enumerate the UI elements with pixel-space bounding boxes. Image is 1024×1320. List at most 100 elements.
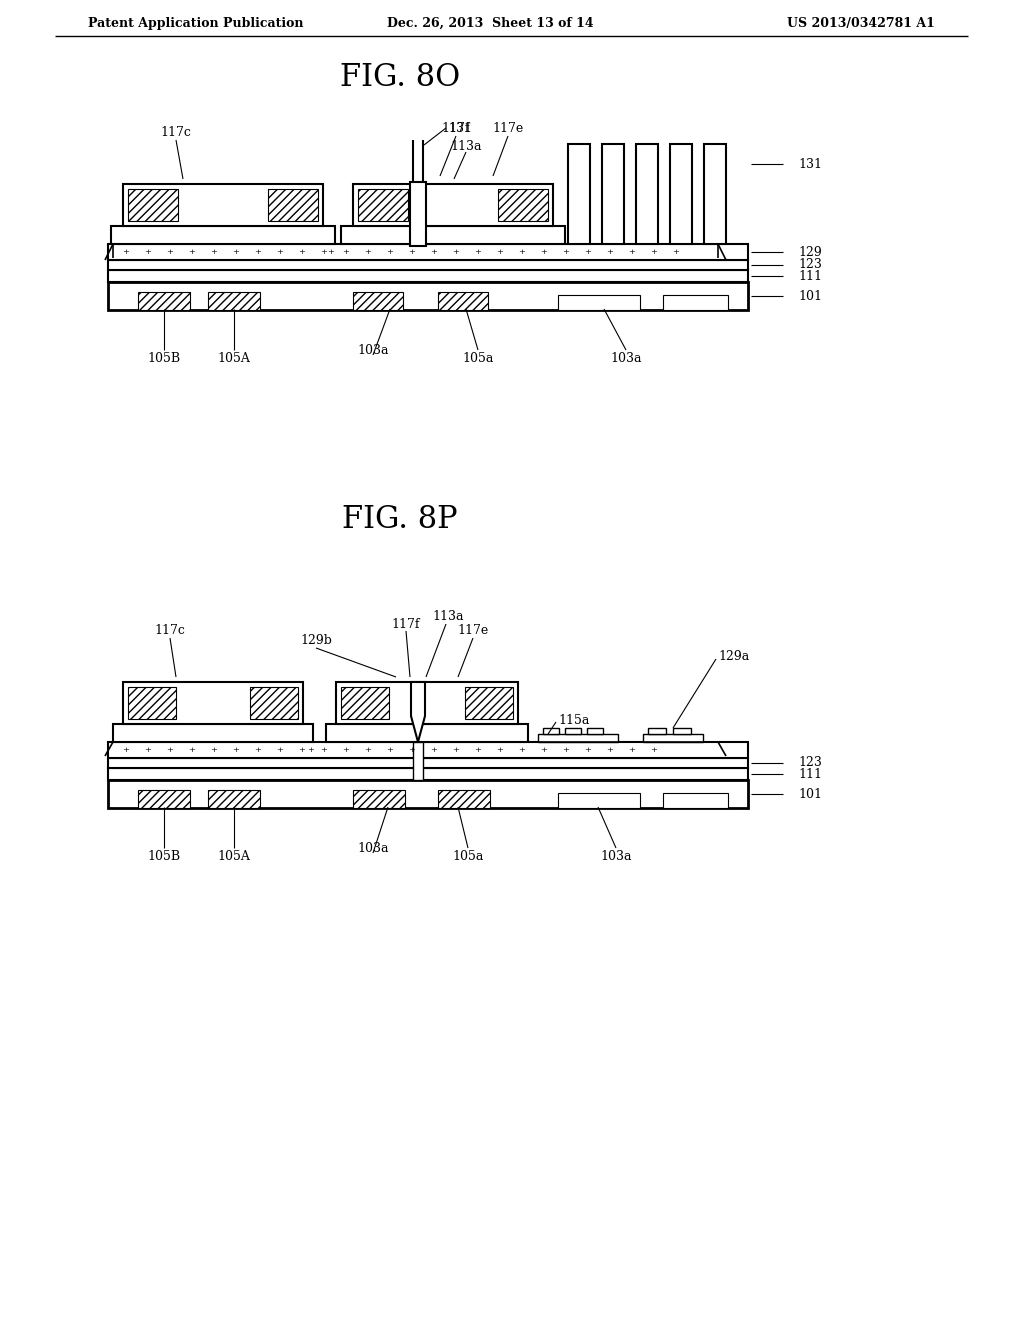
Bar (208, 789, 260, 808)
Text: +: + (562, 248, 569, 256)
Bar (353, 183, 553, 226)
Text: 129: 129 (798, 246, 821, 259)
Text: +: + (387, 746, 393, 754)
Text: +: + (650, 746, 657, 754)
Bar (438, 789, 490, 808)
Text: +: + (629, 746, 636, 754)
Text: 117f: 117f (441, 123, 470, 136)
Text: +: + (321, 248, 328, 256)
Text: +: + (497, 746, 504, 754)
Bar (705, 144, 726, 244)
Bar (108, 768, 748, 780)
Text: +: + (307, 746, 314, 754)
Bar (138, 789, 190, 808)
Polygon shape (411, 682, 425, 742)
Text: 103a: 103a (610, 351, 642, 364)
Bar (108, 260, 748, 271)
Text: +: + (606, 248, 613, 256)
Text: 105a: 105a (453, 850, 483, 862)
Bar (353, 292, 403, 310)
Bar (558, 294, 640, 310)
Text: +: + (365, 746, 372, 754)
Text: +: + (255, 746, 261, 754)
Text: +: + (167, 746, 173, 754)
Bar (113, 723, 313, 742)
Text: +: + (144, 746, 152, 754)
Bar (128, 189, 178, 220)
Bar (268, 189, 318, 220)
Text: Dec. 26, 2013  Sheet 13 of 14: Dec. 26, 2013 Sheet 13 of 14 (387, 16, 593, 29)
Bar (108, 282, 748, 310)
Bar (438, 292, 488, 310)
Bar (587, 729, 603, 734)
Text: 115a: 115a (558, 714, 590, 726)
Text: 123: 123 (798, 756, 822, 770)
Text: 105B: 105B (147, 850, 180, 862)
Text: +: + (328, 248, 335, 256)
Text: +: + (474, 248, 481, 256)
Text: 129a: 129a (718, 651, 750, 664)
Bar (353, 789, 406, 808)
Bar (673, 729, 691, 734)
Text: 105A: 105A (217, 351, 251, 364)
Text: +: + (343, 248, 349, 256)
Text: Patent Application Publication: Patent Application Publication (88, 16, 303, 29)
Text: 101: 101 (798, 788, 822, 800)
Text: 117e: 117e (493, 123, 523, 136)
Text: +: + (299, 746, 305, 754)
Text: +: + (365, 248, 372, 256)
Text: +: + (629, 248, 636, 256)
Text: +: + (321, 746, 328, 754)
Bar (341, 686, 389, 719)
Text: +: + (409, 746, 416, 754)
Text: 105a: 105a (462, 351, 494, 364)
Text: +: + (585, 248, 592, 256)
Text: +: + (123, 248, 129, 256)
Text: +: + (497, 248, 504, 256)
Text: 103a: 103a (357, 842, 389, 854)
Bar (643, 734, 703, 742)
Bar (602, 144, 624, 244)
Text: 129b: 129b (300, 634, 332, 647)
Text: 103a: 103a (600, 850, 632, 862)
Text: +: + (518, 248, 525, 256)
Bar (663, 792, 728, 808)
Bar (636, 144, 658, 244)
Text: 101: 101 (798, 289, 822, 302)
Text: +: + (299, 248, 305, 256)
Text: +: + (343, 746, 349, 754)
Text: FIG. 8O: FIG. 8O (340, 62, 460, 94)
Text: +: + (673, 248, 680, 256)
Text: 123: 123 (798, 259, 822, 272)
Text: 131: 131 (798, 157, 822, 170)
Text: +: + (211, 746, 217, 754)
Text: US 2013/0342781 A1: US 2013/0342781 A1 (787, 16, 935, 29)
Text: +: + (144, 248, 152, 256)
Text: +: + (232, 248, 240, 256)
Text: +: + (232, 746, 240, 754)
Bar (413, 742, 423, 780)
Bar (341, 226, 565, 244)
Text: +: + (650, 248, 657, 256)
Bar (108, 271, 748, 282)
Bar (138, 292, 190, 310)
Text: +: + (453, 248, 460, 256)
Bar (498, 189, 548, 220)
Bar (538, 734, 618, 742)
Text: +: + (387, 248, 393, 256)
Text: FIG. 8P: FIG. 8P (342, 504, 458, 536)
Bar (670, 144, 692, 244)
Bar (128, 686, 176, 719)
Bar (663, 294, 728, 310)
Bar (543, 729, 559, 734)
Text: 117c: 117c (155, 623, 185, 636)
Text: +: + (606, 746, 613, 754)
Bar (326, 723, 528, 742)
Bar (123, 682, 303, 723)
Text: 117f: 117f (392, 618, 420, 631)
Text: +: + (276, 746, 284, 754)
Bar (111, 226, 335, 244)
Bar (410, 182, 426, 246)
Text: +: + (167, 248, 173, 256)
Bar (568, 144, 590, 244)
